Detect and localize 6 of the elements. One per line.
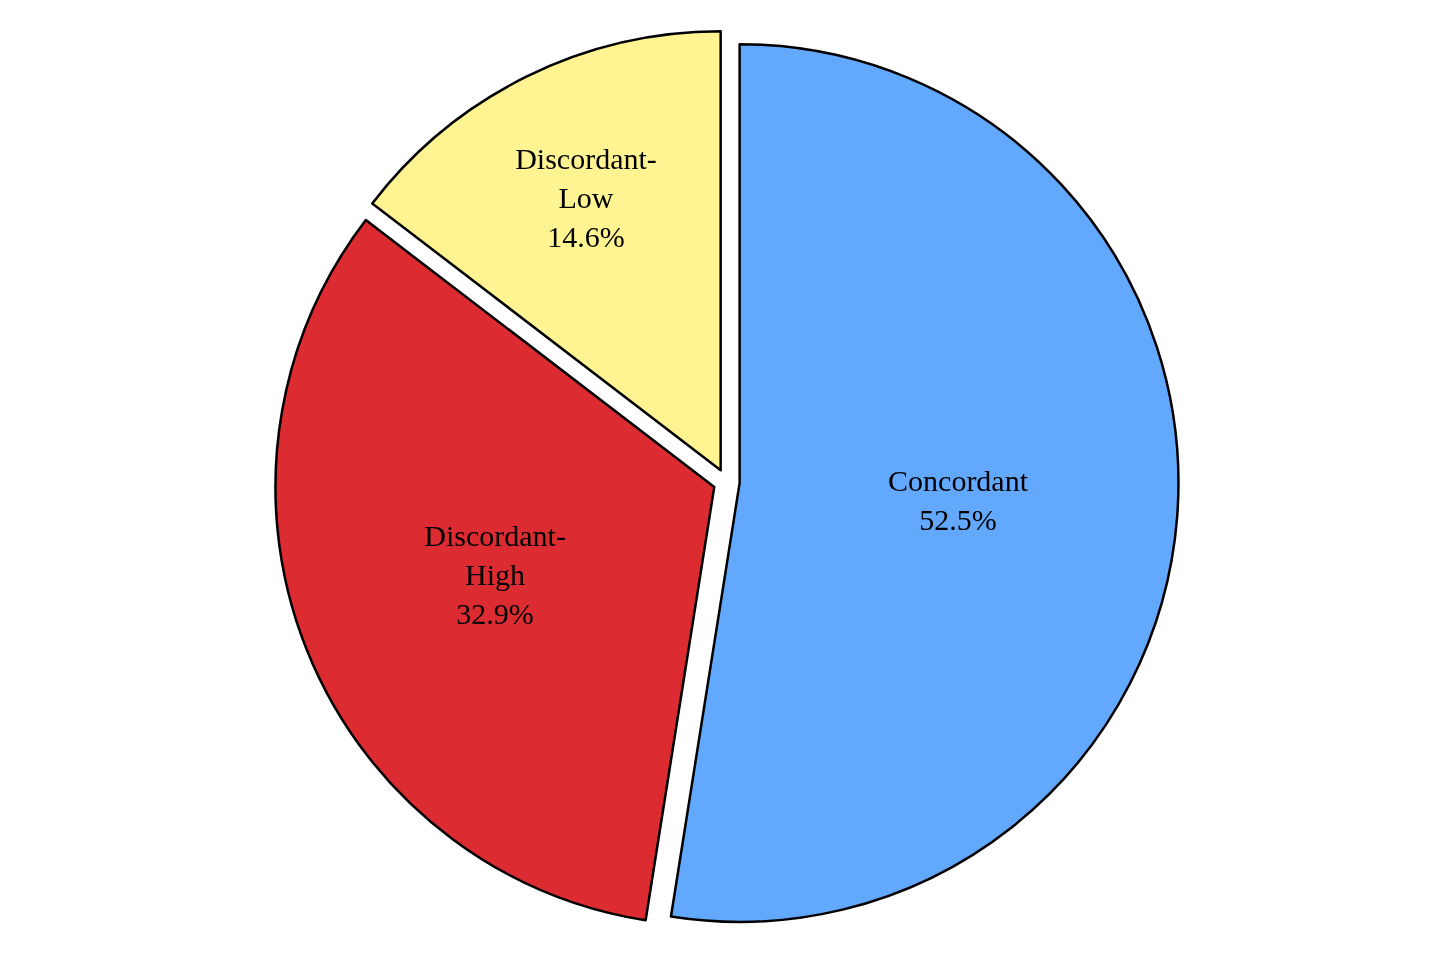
data-label: 32.9% bbox=[456, 596, 534, 630]
data-label: 14.6% bbox=[547, 219, 625, 253]
slice-label: Discordant-Low bbox=[515, 141, 657, 214]
data-label: 52.5% bbox=[919, 503, 997, 537]
slice-label: Discordant-High bbox=[424, 518, 566, 591]
slice-label: Concordant bbox=[888, 464, 1029, 498]
